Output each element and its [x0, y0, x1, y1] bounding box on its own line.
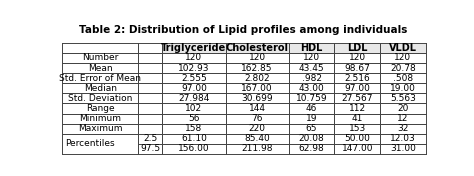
Text: 120: 120 — [349, 54, 366, 62]
Text: 120: 120 — [185, 54, 202, 62]
Text: 162.85: 162.85 — [241, 64, 273, 73]
Text: .982: .982 — [301, 74, 321, 83]
Text: Number: Number — [82, 54, 118, 62]
Text: 2.555: 2.555 — [181, 74, 207, 83]
Text: 46: 46 — [306, 104, 317, 113]
Text: 43.00: 43.00 — [299, 84, 324, 93]
Text: 12: 12 — [397, 114, 409, 123]
Text: 43.45: 43.45 — [299, 64, 324, 73]
Text: 2.802: 2.802 — [244, 74, 270, 83]
Text: 12.03: 12.03 — [390, 134, 416, 143]
Bar — [226, 43, 289, 53]
Text: 102: 102 — [185, 104, 202, 113]
Text: 147.00: 147.00 — [342, 144, 373, 153]
Text: Table 2: Distribution of Lipid profiles among individuals: Table 2: Distribution of Lipid profiles … — [79, 24, 407, 34]
Bar — [289, 43, 334, 53]
Text: Triglyceride: Triglyceride — [161, 43, 227, 53]
Text: .508: .508 — [393, 74, 413, 83]
Text: 27.984: 27.984 — [178, 94, 210, 103]
Text: 50.00: 50.00 — [344, 134, 370, 143]
Text: Range: Range — [86, 104, 115, 113]
Text: Percentiles: Percentiles — [65, 139, 115, 148]
Text: 19: 19 — [306, 114, 317, 123]
Text: Mean: Mean — [88, 64, 113, 73]
Text: 20.08: 20.08 — [299, 134, 324, 143]
Bar — [380, 43, 426, 53]
Text: Maximum: Maximum — [78, 124, 123, 133]
Text: LDL: LDL — [347, 43, 367, 53]
Text: 98.67: 98.67 — [344, 64, 370, 73]
Text: 97.00: 97.00 — [344, 84, 370, 93]
Text: HDL: HDL — [301, 43, 323, 53]
Text: 32: 32 — [397, 124, 409, 133]
Text: 97.5: 97.5 — [140, 144, 160, 153]
Text: 167.00: 167.00 — [241, 84, 273, 93]
Text: 20.78: 20.78 — [390, 64, 416, 73]
Text: 10.759: 10.759 — [296, 94, 328, 103]
Text: VLDL: VLDL — [389, 43, 417, 53]
Text: 120: 120 — [394, 54, 411, 62]
Bar — [163, 43, 226, 53]
Text: 102.93: 102.93 — [178, 64, 210, 73]
Text: 62.98: 62.98 — [299, 144, 324, 153]
Text: Minimum: Minimum — [79, 114, 121, 123]
Text: 120: 120 — [248, 54, 265, 62]
Text: 85.40: 85.40 — [244, 134, 270, 143]
Text: 156.00: 156.00 — [178, 144, 210, 153]
Text: 120: 120 — [303, 54, 320, 62]
Bar — [334, 43, 380, 53]
Text: 27.567: 27.567 — [342, 94, 373, 103]
Text: Std. Deviation: Std. Deviation — [68, 94, 133, 103]
Text: 211.98: 211.98 — [241, 144, 273, 153]
Text: 112: 112 — [349, 104, 366, 113]
Text: 97.00: 97.00 — [181, 84, 207, 93]
Text: Std. Error of Mean: Std. Error of Mean — [59, 74, 141, 83]
Text: Cholesterol: Cholesterol — [226, 43, 289, 53]
Text: 153: 153 — [349, 124, 366, 133]
Text: 5.563: 5.563 — [390, 94, 416, 103]
Text: 2.5: 2.5 — [143, 134, 157, 143]
Text: 61.10: 61.10 — [181, 134, 207, 143]
Text: 56: 56 — [188, 114, 200, 123]
Text: 2.516: 2.516 — [345, 74, 370, 83]
Text: 158: 158 — [185, 124, 202, 133]
Text: 76: 76 — [251, 114, 263, 123]
Text: 144: 144 — [248, 104, 265, 113]
Text: 41: 41 — [352, 114, 363, 123]
Text: 30.699: 30.699 — [241, 94, 273, 103]
Text: 65: 65 — [306, 124, 317, 133]
Text: 220: 220 — [248, 124, 265, 133]
Text: 19.00: 19.00 — [390, 84, 416, 93]
Text: 31.00: 31.00 — [390, 144, 416, 153]
Text: 20: 20 — [397, 104, 409, 113]
Text: Median: Median — [84, 84, 117, 93]
